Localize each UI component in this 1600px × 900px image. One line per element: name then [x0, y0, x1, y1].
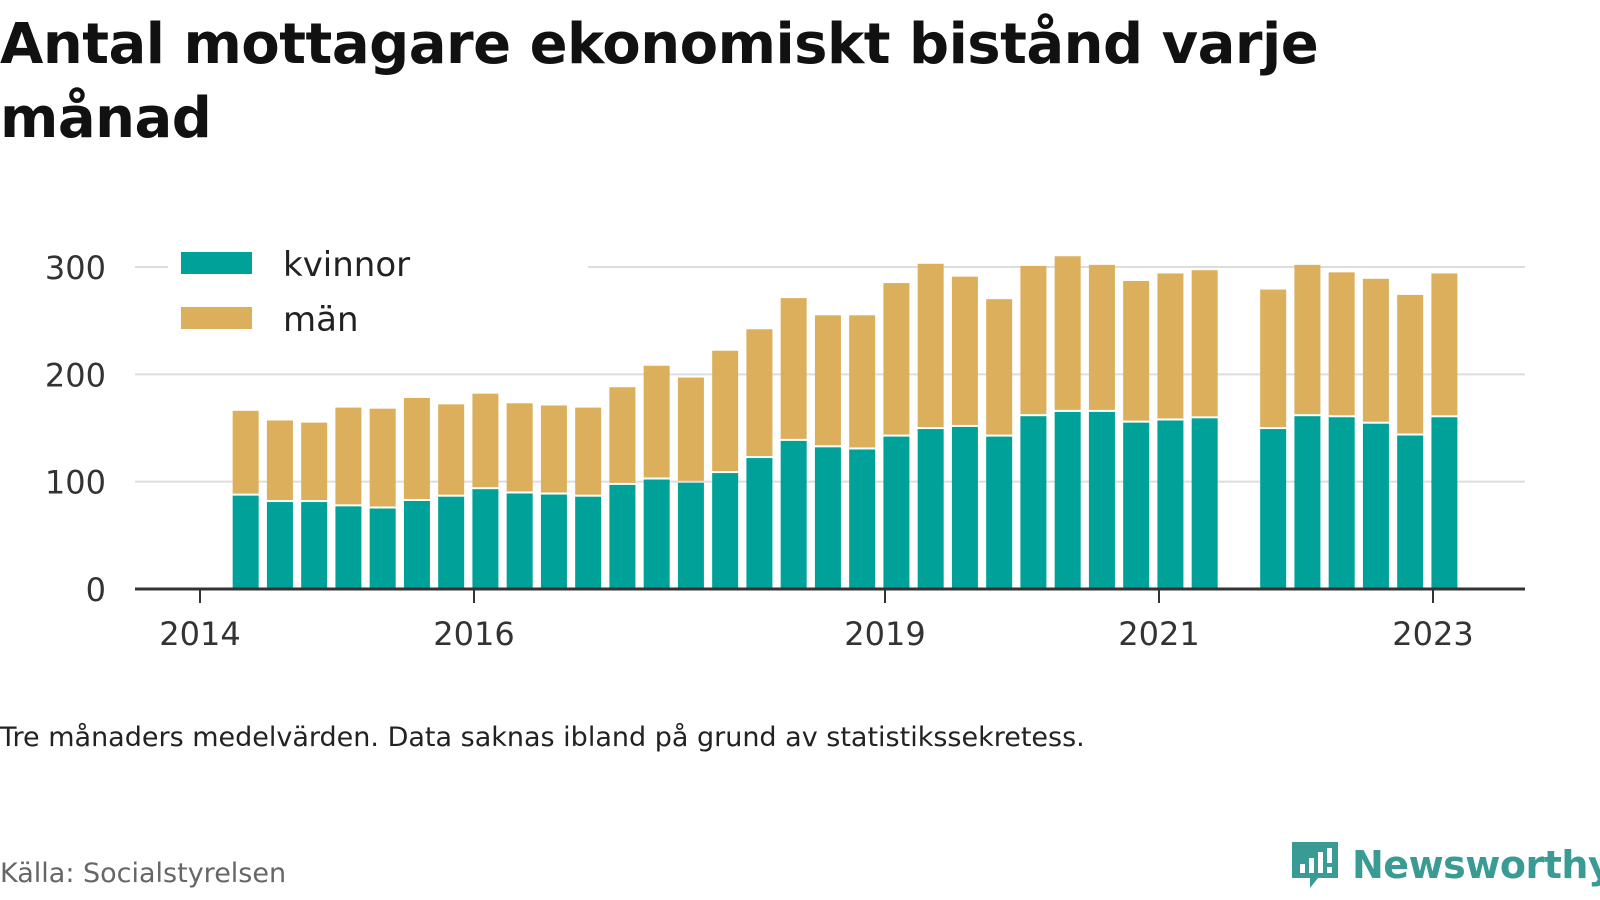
bar-kvinnor [814, 447, 841, 589]
bar-kvinnor [609, 484, 636, 589]
bar-kvinnor [1260, 429, 1287, 589]
bar-man [1260, 289, 1287, 428]
bar-kvinnor [746, 458, 773, 589]
source-label: Källa: Socialstyrelsen [0, 858, 287, 889]
bar-man [1088, 264, 1115, 410]
bar-man [849, 315, 876, 448]
bar-man [506, 403, 533, 492]
bar-kvinnor [1397, 435, 1424, 589]
bar-man [1294, 264, 1321, 415]
bar-man [403, 397, 430, 499]
y-tick-label: 100 [45, 464, 106, 502]
bar-man [643, 365, 670, 478]
bar-kvinnor [506, 493, 533, 589]
bar-kvinnor [917, 429, 944, 589]
bar-kvinnor [1054, 411, 1081, 589]
bar-man [746, 329, 773, 457]
bar-man [883, 283, 910, 435]
x-tick-label: 2023 [1392, 615, 1473, 653]
bar-kvinnor [643, 479, 670, 589]
bar-kvinnor [986, 436, 1013, 589]
bar-man [1020, 265, 1047, 415]
bar-man [1123, 280, 1150, 421]
bar-kvinnor [1088, 411, 1115, 589]
bar-kvinnor [951, 426, 978, 589]
chart-title: Antal mottagare ekonomiskt bistånd varje… [0, 12, 1319, 151]
bar-man [540, 405, 567, 493]
bar-kvinnor [1431, 417, 1458, 589]
bar-kvinnor [232, 495, 259, 589]
bar-man [814, 315, 841, 446]
bar-kvinnor [883, 436, 910, 589]
brand-name: Newsworthy [1352, 843, 1600, 887]
bar-man [301, 422, 328, 501]
y-tick-label: 300 [45, 249, 106, 287]
legend-swatch-kvinnor [181, 252, 252, 274]
bar-man [1157, 273, 1184, 419]
chart-note: Tre månaders medelvärden. Data saknas ib… [0, 722, 1085, 753]
x-tick-label: 2021 [1118, 615, 1199, 653]
axes: 0 100 200 300 2014 2016 2019 2021 2023 [45, 249, 1525, 653]
bar-kvinnor [1328, 417, 1355, 589]
bar-kvinnor [472, 489, 499, 589]
legend-label-man: män [283, 300, 359, 340]
legend: kvinnor män [168, 236, 588, 346]
bar-man [951, 276, 978, 425]
bar-kvinnor [1020, 416, 1047, 589]
newsworthy-logo: Newsworthy [1288, 838, 1600, 892]
bar-man [917, 263, 944, 428]
bar-kvinnor [1294, 416, 1321, 589]
bar-kvinnor [1157, 420, 1184, 589]
y-tick-label: 0 [86, 571, 106, 609]
x-tick-label: 2019 [844, 615, 925, 653]
bar-kvinnor [575, 496, 602, 589]
bar-man [1362, 278, 1389, 422]
bar-man [1054, 256, 1081, 410]
bars [232, 256, 1458, 589]
bar-man [712, 350, 739, 472]
bar-kvinnor [301, 502, 328, 589]
bar-kvinnor [403, 500, 430, 589]
bar-man [1328, 272, 1355, 416]
bar-kvinnor [540, 494, 567, 589]
bar-kvinnor [369, 508, 396, 589]
stacked-bar-chart: 0 100 200 300 2014 2016 2019 2021 2023 kvinnor m… [44, 236, 1525, 653]
bar-kvinnor [677, 482, 704, 589]
bar-kvinnor [438, 496, 465, 589]
bar-kvinnor [780, 440, 807, 589]
bar-man [780, 298, 807, 439]
bar-kvinnor [266, 502, 293, 589]
y-tick-label: 200 [45, 356, 106, 394]
bar-kvinnor [1362, 423, 1389, 589]
bar-man [335, 407, 362, 505]
bar-man [266, 420, 293, 501]
bar-kvinnor [335, 506, 362, 589]
bar-man [472, 393, 499, 488]
bar-man [1397, 294, 1424, 434]
bar-kvinnor [712, 473, 739, 589]
bar-man [232, 410, 259, 494]
legend-label-kvinnor: kvinnor [283, 245, 410, 285]
bar-kvinnor [849, 449, 876, 589]
bar-kvinnor [1123, 422, 1150, 589]
bar-man [986, 299, 1013, 435]
x-tick-label: 2016 [433, 615, 514, 653]
bar-man [1431, 273, 1458, 416]
bar-man [677, 377, 704, 481]
bar-man [575, 407, 602, 495]
x-tick-label: 2014 [159, 615, 240, 653]
bar-man [609, 387, 636, 483]
bar-kvinnor [1191, 418, 1218, 589]
legend-swatch-man [181, 307, 252, 329]
newsworthy-icon [1292, 842, 1338, 888]
bar-man [369, 408, 396, 507]
bar-man [1191, 270, 1218, 417]
bar-man [438, 404, 465, 495]
